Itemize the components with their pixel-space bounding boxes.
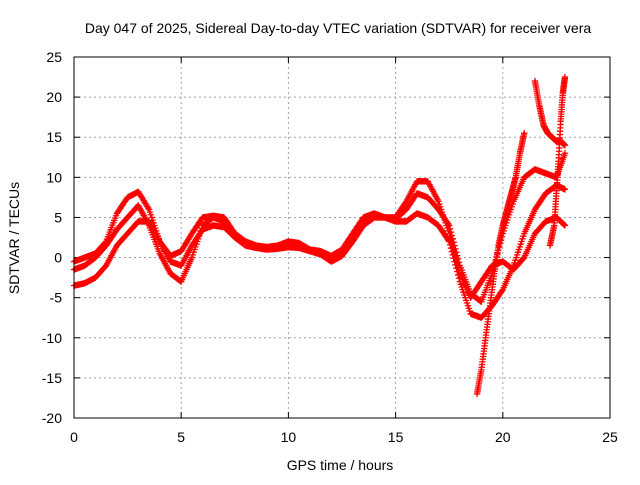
data-point [455,259,463,266]
x-tick-label: 15 [388,429,404,445]
data-point [449,251,456,259]
y-tick-label: 0 [54,250,62,266]
y-tick-label: 25 [46,49,62,65]
y-axis-label: SDTVAR / TECUs [6,182,22,294]
data-point [447,244,455,252]
data-point [450,238,457,246]
y-tick-label: 10 [46,169,62,185]
data-point [454,268,461,275]
data-point [561,186,569,193]
x-tick-label: 25 [602,429,618,445]
data-point [449,235,456,243]
data-point [450,255,457,262]
data-point [454,255,462,263]
series-trace-6 [546,73,569,249]
data-point [448,248,456,255]
data-point [561,142,569,149]
x-tick-label: 0 [70,429,78,445]
x-tick-label: 20 [495,429,511,445]
data-marks [70,73,569,398]
data-point [445,220,452,228]
data-point [454,271,462,279]
data-point [446,241,454,249]
data-point [451,258,458,265]
y-tick-label: -5 [50,290,63,306]
data-point [447,228,455,236]
x-tick-label: 5 [177,429,185,445]
y-tick-label: -20 [42,410,62,426]
y-tick-label: 20 [46,89,62,105]
data-point [445,236,452,244]
y-tick-label: -10 [42,330,62,346]
data-point [451,242,458,249]
data-point [561,73,569,81]
series-trace-3 [70,150,569,305]
plot-frame [73,56,611,419]
data-point [452,261,459,269]
data-point [521,130,528,137]
data-point [448,232,456,239]
data-point [144,204,152,212]
y-tick-label: 15 [46,129,62,145]
data-point [454,252,461,259]
data-point [561,222,569,229]
y-tick-label: 5 [54,209,62,225]
x-axis-label: GPS time / hours [287,457,394,473]
data-point [561,150,569,157]
data-point [453,249,460,256]
data-point [455,275,463,282]
x-tick-label: 10 [281,429,297,445]
y-tick-label: -15 [42,370,62,386]
data-point [560,220,567,228]
data-point [498,287,506,295]
chart-title: Day 047 of 2025, Sidereal Day-to-day VTE… [85,20,591,36]
grid-layer [74,57,610,418]
data-point [446,222,453,229]
data-point [446,225,454,233]
data-point [452,245,459,253]
data-point [561,221,568,228]
data-point [446,238,453,245]
series-trace-4 [473,130,528,398]
